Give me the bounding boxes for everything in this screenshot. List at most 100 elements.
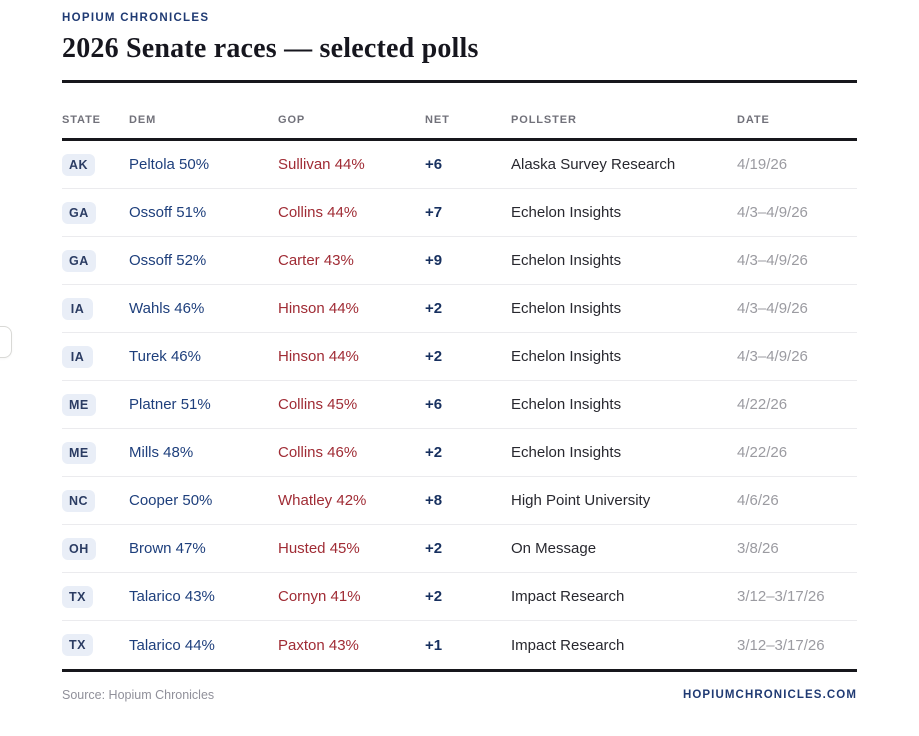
gop-cell: Hinson 44% bbox=[278, 348, 359, 365]
gop-cell: Cornyn 41% bbox=[278, 588, 361, 605]
gop-cell: Collins 44% bbox=[278, 204, 358, 221]
state-cell: AK bbox=[62, 153, 129, 176]
date-cell: 4/3–4/9/26 bbox=[737, 252, 808, 269]
gop-cell: Collins 45% bbox=[278, 396, 358, 413]
net-cell: +1 bbox=[425, 636, 443, 654]
column-header-date: Date bbox=[737, 114, 770, 126]
date-cell: 4/3–4/9/26 bbox=[737, 204, 808, 221]
dem-cell: Ossoff 51% bbox=[129, 204, 207, 221]
table-row: GA Ossoff 52% Carter 43% +9 Echelon Insi… bbox=[62, 237, 857, 285]
state-badge: OH bbox=[62, 537, 96, 560]
table-row: IA Wahls 46% Hinson 44% +2 Echelon Insig… bbox=[62, 285, 857, 333]
gop-cell: Husted 45% bbox=[278, 540, 360, 557]
state-cell: IA bbox=[62, 345, 129, 368]
table-row: AK Peltola 50% Sullivan 44% +6 Alaska Su… bbox=[62, 141, 857, 189]
column-header-pollster: Pollster bbox=[511, 114, 577, 126]
gop-cell: Hinson 44% bbox=[278, 300, 359, 317]
state-cell: ME bbox=[62, 441, 129, 464]
dem-cell: Platner 51% bbox=[129, 396, 211, 413]
net-cell: +2 bbox=[425, 348, 443, 365]
dem-cell: Peltola 50% bbox=[129, 156, 210, 173]
gop-cell: Paxton 43% bbox=[278, 636, 359, 654]
date-cell: 4/6/26 bbox=[737, 492, 779, 509]
pollster-cell: Echelon Insights bbox=[511, 252, 622, 269]
table-row: TX Talarico 44% Paxton 43% +1 Impact Res… bbox=[62, 621, 857, 669]
date-cell: 3/8/26 bbox=[737, 540, 779, 557]
column-header-state: State bbox=[62, 114, 101, 126]
dem-cell: Wahls 46% bbox=[129, 300, 205, 317]
column-header-net: Net bbox=[425, 114, 450, 126]
pollster-cell: Echelon Insights bbox=[511, 300, 622, 317]
net-cell: +9 bbox=[425, 252, 443, 269]
pollster-cell: Echelon Insights bbox=[511, 204, 622, 221]
dem-cell: Cooper 50% bbox=[129, 492, 213, 509]
dem-cell: Brown 47% bbox=[129, 540, 206, 557]
state-badge: NC bbox=[62, 489, 96, 512]
state-badge: TX bbox=[62, 585, 93, 608]
dem-cell: Talarico 43% bbox=[129, 588, 215, 605]
pollster-cell: Echelon Insights bbox=[511, 348, 622, 365]
table-row: ME Mills 48% Collins 46% +2 Echelon Insi… bbox=[62, 429, 857, 477]
state-cell: ME bbox=[62, 393, 129, 416]
net-cell: +2 bbox=[425, 300, 443, 317]
table-row: TX Talarico 43% Cornyn 41% +2 Impact Res… bbox=[62, 573, 857, 621]
left-edge-handle[interactable] bbox=[0, 326, 12, 358]
table-row: NC Cooper 50% Whatley 42% +8 High Point … bbox=[62, 477, 857, 525]
column-header-dem: Dem bbox=[129, 114, 157, 126]
pollster-cell: Impact Research bbox=[511, 636, 625, 654]
state-badge: GA bbox=[62, 201, 96, 224]
table-row: IA Turek 46% Hinson 44% +2 Echelon Insig… bbox=[62, 333, 857, 381]
state-cell: OH bbox=[62, 537, 129, 560]
title-divider bbox=[62, 80, 857, 83]
pollster-cell: Impact Research bbox=[511, 588, 625, 605]
dem-cell: Talarico 44% bbox=[129, 636, 215, 654]
gop-cell: Whatley 42% bbox=[278, 492, 367, 509]
footer: Source: Hopium Chronicles HOPIUMCHRONICL… bbox=[62, 688, 857, 702]
date-cell: 3/12–3/17/26 bbox=[737, 636, 825, 654]
date-cell: 4/22/26 bbox=[737, 444, 788, 461]
brand-label: HOPIUM CHRONICLES bbox=[62, 12, 210, 24]
state-cell: TX bbox=[62, 634, 129, 656]
table-row: OH Brown 47% Husted 45% +2 On Message 3/… bbox=[62, 525, 857, 573]
state-badge: GA bbox=[62, 249, 96, 272]
dem-cell: Turek 46% bbox=[129, 348, 201, 365]
table-body: AK Peltola 50% Sullivan 44% +6 Alaska Su… bbox=[62, 141, 857, 672]
pollster-cell: Alaska Survey Research bbox=[511, 156, 676, 173]
pollster-cell: Echelon Insights bbox=[511, 396, 622, 413]
net-cell: +2 bbox=[425, 540, 443, 557]
date-cell: 4/3–4/9/26 bbox=[737, 300, 808, 317]
dem-cell: Mills 48% bbox=[129, 444, 194, 461]
table-row: ME Platner 51% Collins 45% +6 Echelon In… bbox=[62, 381, 857, 429]
date-cell: 4/3–4/9/26 bbox=[737, 348, 808, 365]
gop-cell: Collins 46% bbox=[278, 444, 358, 461]
state-cell: GA bbox=[62, 249, 129, 272]
table-header: State Dem GOP Net Pollster Date bbox=[62, 83, 857, 141]
table-row: GA Ossoff 51% Collins 44% +7 Echelon Ins… bbox=[62, 189, 857, 237]
net-cell: +2 bbox=[425, 444, 443, 461]
gop-cell: Sullivan 44% bbox=[278, 156, 365, 173]
pollster-cell: High Point University bbox=[511, 492, 651, 509]
state-badge: IA bbox=[62, 345, 93, 368]
state-badge: IA bbox=[62, 297, 93, 320]
dem-cell: Ossoff 52% bbox=[129, 252, 207, 269]
state-cell: GA bbox=[62, 201, 129, 224]
pollster-cell: Echelon Insights bbox=[511, 444, 622, 461]
net-cell: +8 bbox=[425, 492, 443, 509]
state-badge: AK bbox=[62, 153, 96, 176]
site-url: HOPIUMCHRONICLES.COM bbox=[682, 689, 857, 701]
state-badge: ME bbox=[62, 393, 96, 416]
state-cell: IA bbox=[62, 297, 129, 320]
net-cell: +2 bbox=[425, 588, 443, 605]
page-title: 2026 Senate races — selected polls bbox=[62, 33, 479, 64]
column-header-gop: GOP bbox=[278, 114, 306, 126]
date-cell: 4/19/26 bbox=[737, 156, 788, 173]
state-cell: TX bbox=[62, 585, 129, 608]
date-cell: 3/12–3/17/26 bbox=[737, 588, 825, 605]
source-credit: Source: Hopium Chronicles bbox=[62, 688, 215, 702]
state-badge: ME bbox=[62, 441, 96, 464]
net-cell: +6 bbox=[425, 396, 443, 413]
state-cell: NC bbox=[62, 489, 129, 512]
gop-cell: Carter 43% bbox=[278, 252, 354, 269]
pollster-cell: On Message bbox=[511, 540, 597, 557]
